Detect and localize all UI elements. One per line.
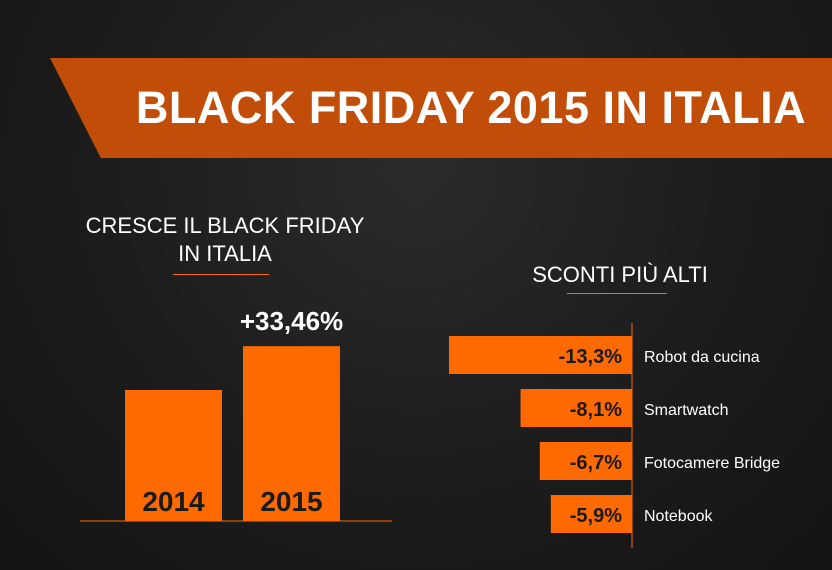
discount-category-label-1: Robot da cucina (644, 349, 760, 366)
discount-value-label-4: -5,9% (570, 505, 622, 527)
discount-bar-2 (520, 389, 632, 427)
discount-bar-1 (449, 336, 632, 374)
growth-annotation: +33,46% (240, 306, 343, 336)
growth-chart-title: CRESCE IL BLACK FRIDAY IN ITALIA (70, 212, 380, 268)
growth-bar-2014 (125, 390, 222, 521)
growth-bar-label-2014: 2014 (142, 486, 205, 517)
growth-title-underline (173, 274, 269, 275)
discount-category-label-3: Fotocamere Bridge (644, 455, 780, 472)
discount-category-label-4: Notebook (644, 508, 713, 525)
discount-chart-title: SCONTI PIÙ ALTI (532, 262, 708, 287)
discount-value-label-2: -8,1% (570, 399, 622, 421)
growth-bar-2015 (243, 346, 340, 521)
discount-value-label-1: -13,3% (559, 346, 623, 368)
growth-chart-title-line-1: CRESCE IL BLACK FRIDAY (85, 213, 365, 238)
discount-title-underline (567, 293, 667, 294)
discount-bar-4 (550, 495, 632, 533)
discount-bar-3 (539, 442, 632, 480)
discount-value-label-3: -6,7% (570, 452, 622, 474)
growth-bar-label-2015: 2015 (260, 486, 322, 517)
title-banner: BLACK FRIDAY 2015 IN ITALIA (50, 58, 832, 158)
growth-chart-title-line-2: IN ITALIA (178, 241, 272, 266)
page-title: BLACK FRIDAY 2015 IN ITALIA (135, 82, 807, 133)
discount-category-label-2: Smartwatch (644, 402, 728, 419)
